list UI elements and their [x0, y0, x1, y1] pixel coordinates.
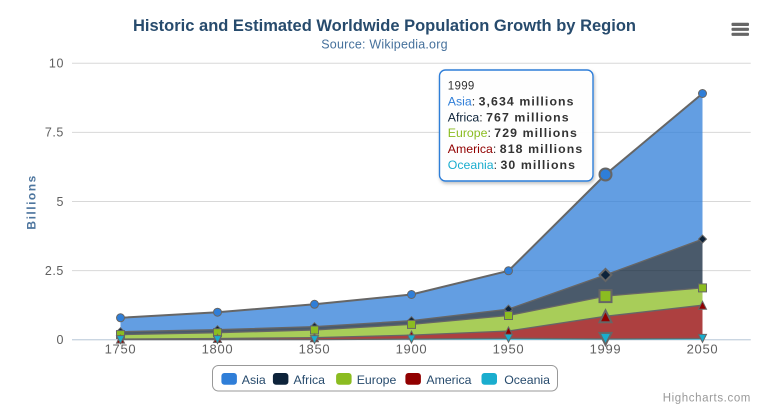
svg-text:1999: 1999	[590, 342, 622, 357]
svg-text:1950: 1950	[493, 342, 525, 357]
svg-text:Source: Wikipedia.org: Source: Wikipedia.org	[321, 38, 447, 52]
svg-text:1900: 1900	[396, 342, 428, 357]
svg-text:2.5: 2.5	[45, 264, 64, 278]
svg-text:Europe: Europe	[357, 373, 397, 387]
svg-text:7.5: 7.5	[45, 126, 64, 140]
svg-text:Europe: 729 millions: Europe: 729 millions	[448, 126, 578, 140]
svg-text:Historic and Estimated Worldwi: Historic and Estimated Worldwide Populat…	[133, 17, 636, 35]
svg-text:Africa: 767 millions: Africa: 767 millions	[448, 110, 570, 124]
svg-text:1800: 1800	[202, 342, 234, 357]
svg-text:America: 818 millions: America: 818 millions	[448, 142, 584, 156]
svg-text:Oceania: Oceania	[504, 373, 550, 387]
svg-text:1750: 1750	[105, 342, 137, 357]
svg-text:America: America	[426, 373, 471, 387]
svg-text:5: 5	[56, 195, 64, 209]
svg-text:1850: 1850	[299, 342, 331, 357]
svg-text:Asia: 3,634 millions: Asia: 3,634 millions	[448, 95, 575, 109]
svg-text:Billions: Billions	[24, 174, 38, 229]
svg-text:0: 0	[56, 333, 64, 347]
svg-text:1999: 1999	[448, 80, 475, 92]
svg-text:Highcharts.com: Highcharts.com	[663, 393, 751, 405]
svg-text:Africa: Africa	[294, 373, 326, 387]
svg-text:Asia: Asia	[242, 373, 266, 387]
svg-text:2050: 2050	[687, 342, 719, 357]
svg-text:10: 10	[49, 57, 64, 71]
svg-text:Oceania: 30 millions: Oceania: 30 millions	[448, 158, 576, 172]
